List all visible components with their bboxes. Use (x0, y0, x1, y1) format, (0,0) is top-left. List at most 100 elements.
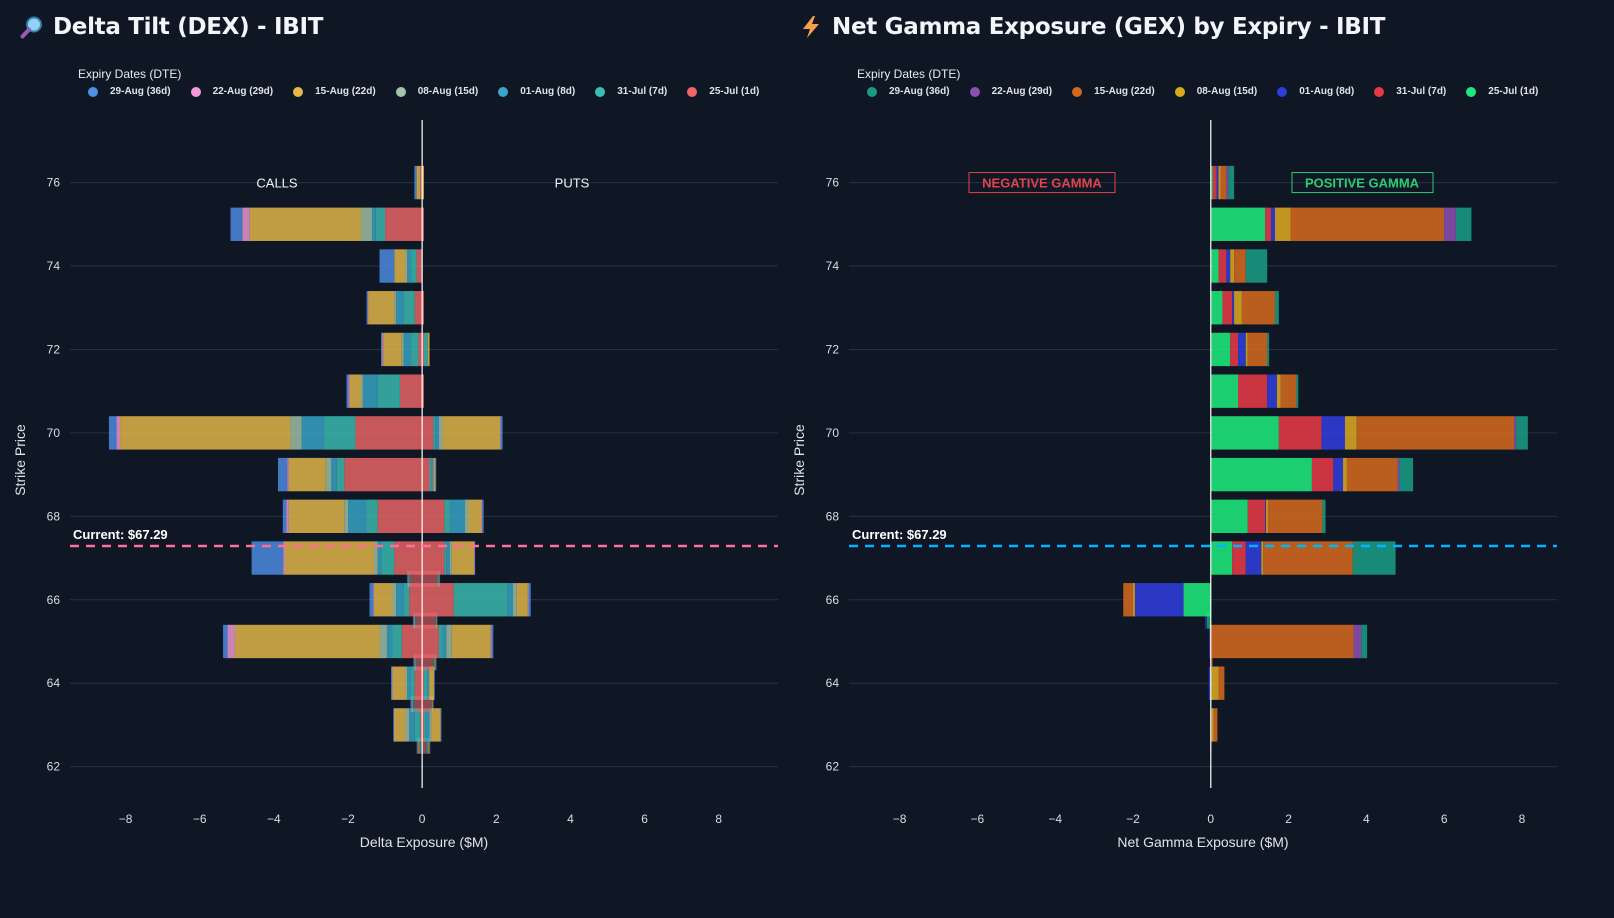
gex-bar-segment[interactable] (1210, 374, 1239, 408)
dex-bar-segment[interactable] (425, 737, 427, 754)
dex-bar-segment[interactable] (360, 374, 363, 408)
dex-bar-segment[interactable] (409, 583, 423, 617)
dex-bar-segment[interactable] (434, 654, 435, 671)
dex-bar-segment[interactable] (435, 416, 439, 450)
dex-bar-segment[interactable] (438, 570, 440, 587)
dex-bar-segment[interactable] (415, 654, 416, 671)
gex-bar-segment[interactable] (1266, 499, 1268, 534)
dex-bar-segment[interactable] (449, 541, 452, 575)
dex-bar-segment[interactable] (438, 416, 443, 450)
dex-bar-segment[interactable] (422, 612, 436, 629)
gex-bar-segment[interactable] (1213, 708, 1218, 742)
dex-bar-segment[interactable] (528, 583, 531, 617)
gex-bar-segment[interactable] (1232, 291, 1235, 325)
dex-bar-segment[interactable] (283, 541, 285, 575)
dex-bar-segment[interactable] (393, 708, 394, 742)
gex-bar-segment[interactable] (1276, 374, 1281, 408)
dex-bar-segment[interactable] (382, 332, 384, 367)
dex-bar-segment[interactable] (424, 332, 428, 367)
dex-bar-segment[interactable] (419, 737, 421, 754)
gex-bar-segment[interactable] (1210, 666, 1219, 700)
dex-bar-segment[interactable] (282, 499, 287, 534)
dex-bar-segment[interactable] (422, 332, 424, 367)
gex-bar-segment[interactable] (1210, 165, 1213, 200)
gex-bar-segment[interactable] (1346, 457, 1398, 492)
gex-bar-segment[interactable] (1234, 291, 1242, 325)
gex-bar-segment[interactable] (1238, 332, 1246, 367)
dex-legend-item[interactable]: 01-Aug (8d) (498, 86, 575, 97)
dex-bar-segment[interactable] (391, 666, 393, 700)
dex-bar-segment[interactable] (411, 696, 413, 712)
dex-bar-segment[interactable] (287, 457, 289, 492)
dex-bar-segment[interactable] (431, 457, 434, 492)
dex-bar-segment[interactable] (411, 666, 415, 700)
dex-bar-segment[interactable] (431, 708, 441, 742)
gex-bar-segment[interactable] (1278, 416, 1322, 450)
dex-bar-segment[interactable] (435, 654, 437, 671)
dex-bar-segment[interactable] (368, 291, 395, 325)
gex-bar-segment[interactable] (1234, 249, 1246, 283)
dex-bar-segment[interactable] (422, 696, 432, 712)
dex-bar-segment[interactable] (417, 737, 420, 754)
gex-bar-segment[interactable] (1267, 374, 1277, 408)
gex-bar-segment[interactable] (1226, 165, 1229, 200)
gex-bar-segment[interactable] (1134, 583, 1184, 617)
dex-bar-segment[interactable] (435, 612, 436, 629)
gex-bar-segment[interactable] (1204, 612, 1207, 629)
dex-bar-segment[interactable] (416, 654, 423, 671)
dex-bar-segment[interactable] (383, 332, 402, 367)
dex-bar-segment[interactable] (411, 570, 423, 587)
dex-bar-segment[interactable] (439, 570, 441, 587)
dex-bar-segment[interactable] (481, 499, 483, 534)
dex-bar-segment[interactable] (429, 737, 431, 754)
gex-bar-segment[interactable] (1516, 416, 1528, 450)
gex-legend-item[interactable]: 22-Aug (29d) (969, 86, 1052, 97)
dex-bar-segment[interactable] (428, 666, 430, 700)
dex-bar-segment[interactable] (436, 612, 438, 629)
dex-bar-segment[interactable] (396, 583, 404, 617)
dex-bar-segment[interactable] (366, 499, 378, 534)
dex-bar-segment[interactable] (449, 499, 465, 534)
gex-bar-segment[interactable] (1232, 541, 1246, 575)
dex-bar-segment[interactable] (405, 708, 410, 742)
dex-bar-segment[interactable] (424, 708, 426, 742)
dex-bar-segment[interactable] (379, 624, 387, 659)
dex-bar-segment[interactable] (394, 249, 406, 283)
dex-bar-segment[interactable] (373, 541, 378, 575)
dex-bar-segment[interactable] (415, 612, 417, 629)
dex-bar-segment[interactable] (414, 654, 415, 671)
dex-bar-segment[interactable] (416, 249, 423, 283)
gex-bar-segment[interactable] (1399, 457, 1414, 492)
gex-bar-segment[interactable] (1444, 207, 1456, 241)
dex-bar-segment[interactable] (223, 624, 228, 659)
gex-bar-segment[interactable] (1356, 416, 1515, 450)
dex-bar-segment[interactable] (413, 612, 415, 629)
gex-bar-segment[interactable] (1247, 332, 1268, 367)
dex-bar-segment[interactable] (416, 612, 423, 629)
dex-bar-segment[interactable] (394, 708, 406, 742)
dex-bar-segment[interactable] (394, 291, 397, 325)
gex-bar-segment[interactable] (1352, 541, 1396, 575)
dex-bar-segment[interactable] (405, 249, 408, 283)
gex-bar-segment[interactable] (1296, 374, 1299, 408)
gex-bar-segment[interactable] (1228, 165, 1235, 200)
dex-bar-segment[interactable] (366, 291, 368, 325)
dex-bar-segment[interactable] (379, 249, 395, 283)
dex-bar-segment[interactable] (369, 583, 374, 617)
dex-bar-segment[interactable] (431, 696, 433, 712)
dex-bar-segment[interactable] (349, 374, 361, 408)
dex-bar-segment[interactable] (442, 416, 500, 450)
dex-bar-segment[interactable] (227, 624, 235, 659)
gex-bar-segment[interactable] (1245, 541, 1262, 575)
gex-bar-segment[interactable] (1210, 416, 1279, 450)
dex-bar-segment[interactable] (412, 696, 414, 712)
dex-bar-segment[interactable] (507, 583, 513, 617)
dex-bar-segment[interactable] (411, 332, 419, 367)
gex-bar-segment[interactable] (1230, 332, 1239, 367)
dex-bar-segment[interactable] (414, 612, 415, 629)
dex-legend-item[interactable]: 25-Jul (1d) (687, 86, 759, 97)
dex-bar-segment[interactable] (474, 541, 475, 575)
gex-bar-segment[interactable] (1274, 291, 1279, 325)
dex-bar-segment[interactable] (433, 696, 434, 712)
dex-bar-segment[interactable] (323, 416, 356, 450)
